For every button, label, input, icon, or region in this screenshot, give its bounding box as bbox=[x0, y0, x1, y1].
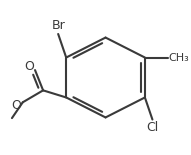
Text: Br: Br bbox=[51, 19, 65, 32]
Text: Cl: Cl bbox=[146, 122, 159, 135]
Text: O: O bbox=[24, 60, 34, 73]
Text: O: O bbox=[12, 99, 22, 112]
Text: CH₃: CH₃ bbox=[168, 53, 189, 62]
